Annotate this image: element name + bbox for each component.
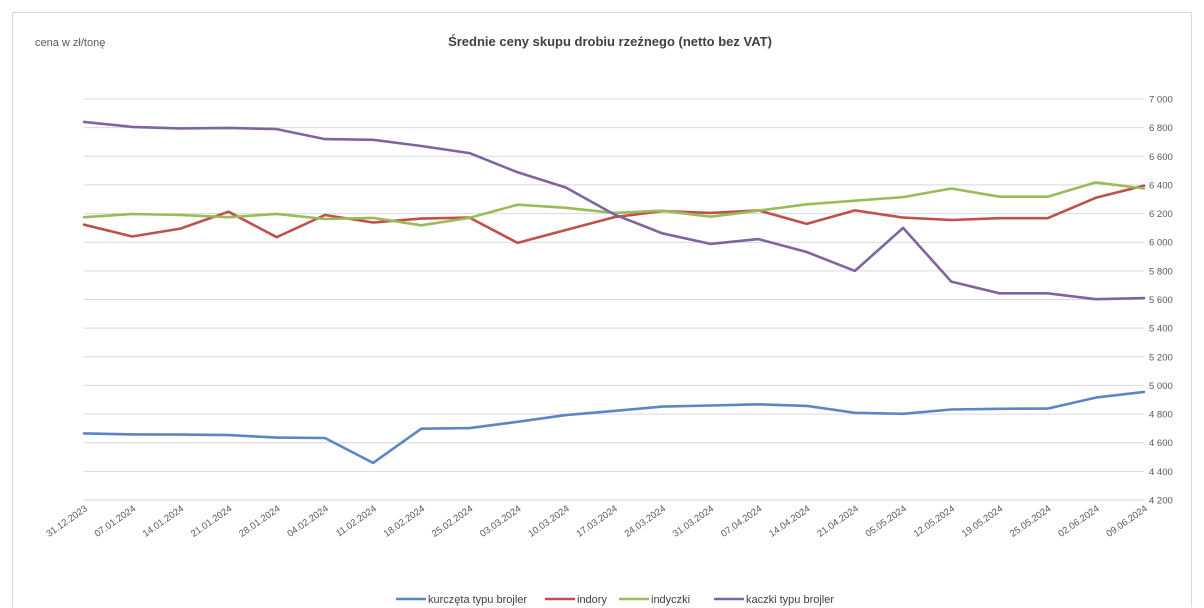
y-tick-label: 6 400 bbox=[1149, 180, 1173, 191]
y-tick-label: 6 800 bbox=[1149, 123, 1173, 134]
chart-frame: cena w zł/tonę Średnie ceny skupu drobiu… bbox=[12, 12, 1192, 607]
series-line-3 bbox=[82, 120, 1146, 301]
x-tick-label: 21.04.2024 bbox=[815, 503, 860, 539]
legend-entry: indyczki bbox=[651, 594, 690, 606]
x-tick-label: 04.02.2024 bbox=[285, 503, 330, 539]
x-tick-label: 03.03.2024 bbox=[478, 503, 523, 539]
y-tick-label: 6 000 bbox=[1149, 238, 1173, 249]
x-tick-label: 21.01.2024 bbox=[189, 503, 234, 539]
x-tick-label: 25.02.2024 bbox=[430, 503, 475, 539]
y-tick-label: 5 800 bbox=[1149, 266, 1173, 277]
x-tick-label: 18.02.2024 bbox=[382, 503, 427, 539]
y-tick-label: 5 000 bbox=[1149, 381, 1173, 392]
y-tick-label: 5 200 bbox=[1149, 352, 1173, 363]
line-chart: cena w zł/tonę Średnie ceny skupu drobiu… bbox=[35, 34, 1173, 606]
y-tick-label: 6 200 bbox=[1149, 209, 1173, 220]
legend-entry: kaczki typu brojler bbox=[746, 594, 834, 606]
x-tick-label: 24.03.2024 bbox=[623, 503, 668, 539]
legend-entry: kurczęta typu brojler bbox=[428, 594, 527, 606]
x-tick-label: 28.01.2024 bbox=[237, 503, 282, 539]
y-axis-ticks: 4 200 4 400 4 600 4 800 5 000 5 200 5 400 5 600… bbox=[1149, 95, 1173, 507]
x-tick-label: 09.06.2024 bbox=[1104, 503, 1149, 539]
y-axis-label: cena w zł/tonę bbox=[35, 37, 105, 49]
y-tick-label: 4 400 bbox=[1149, 467, 1173, 478]
x-tick-label: 25.05.2024 bbox=[1008, 503, 1053, 539]
x-tick-label: 14.01.2024 bbox=[141, 503, 186, 539]
x-tick-label: 05.05.2024 bbox=[864, 503, 909, 539]
x-tick-label: 31.12.2023 bbox=[44, 503, 89, 539]
series-line-0 bbox=[82, 390, 1146, 465]
x-tick-label: 12.05.2024 bbox=[912, 503, 957, 539]
series-lines bbox=[82, 120, 1146, 465]
y-tick-label: 7 000 bbox=[1149, 95, 1173, 106]
x-axis-ticks: 31.12.2023 07.01.2024 14.01.2024 21.01.2024… bbox=[44, 503, 1149, 539]
grid-lines bbox=[84, 98, 1144, 501]
chart-title: Średnie ceny skupu drobiu rzeźnego (nett… bbox=[448, 34, 772, 49]
y-tick-label: 4 200 bbox=[1149, 496, 1173, 507]
x-tick-label: 31.03.2024 bbox=[671, 503, 716, 539]
x-tick-label: 07.01.2024 bbox=[93, 503, 138, 539]
x-tick-label: 02.06.2024 bbox=[1056, 503, 1101, 539]
y-tick-label: 5 600 bbox=[1149, 295, 1173, 306]
x-tick-label: 07.04.2024 bbox=[719, 503, 764, 539]
legend-entry: indory bbox=[577, 594, 607, 606]
x-tick-label: 11.02.2024 bbox=[334, 503, 379, 539]
x-tick-label: 17.03.2024 bbox=[574, 503, 619, 539]
legend: kurczęta typu brojler indory indyczki kaczk… bbox=[396, 594, 834, 606]
y-tick-label: 5 400 bbox=[1149, 324, 1173, 335]
y-tick-label: 4 800 bbox=[1149, 410, 1173, 421]
x-tick-label: 14.04.2024 bbox=[767, 503, 812, 539]
x-tick-label: 10.03.2024 bbox=[526, 503, 571, 539]
x-tick-label: 19.05.2024 bbox=[960, 503, 1005, 539]
series-line-1 bbox=[82, 184, 1146, 245]
y-tick-label: 6 600 bbox=[1149, 152, 1173, 163]
y-tick-label: 4 600 bbox=[1149, 438, 1173, 449]
